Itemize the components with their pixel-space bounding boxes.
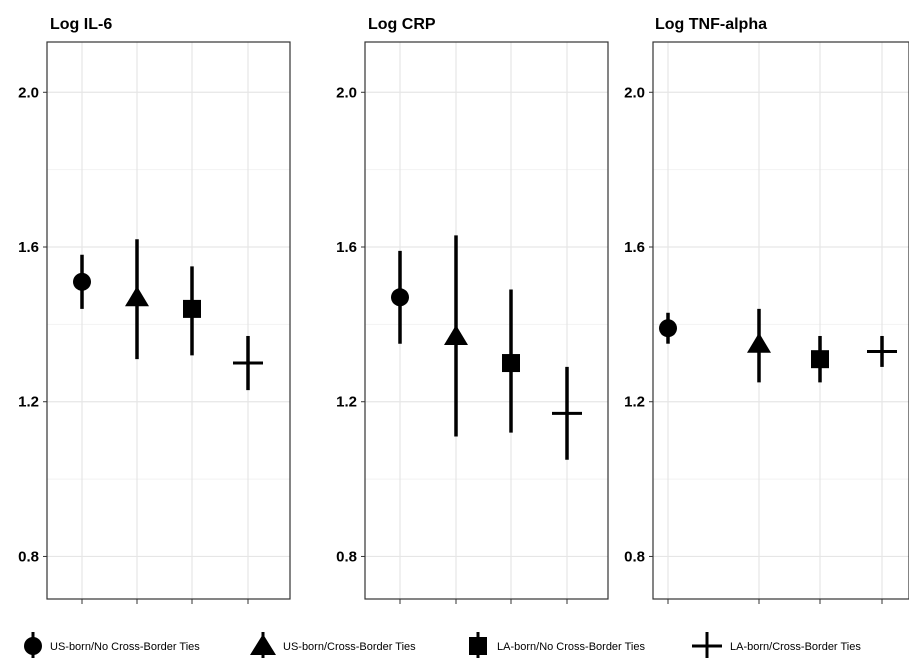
plot-area <box>365 42 608 599</box>
legend-item: LA-born/Cross-Border Ties <box>692 632 861 660</box>
legend-label: LA-born/No Cross-Border Ties <box>497 641 645 653</box>
data-point <box>659 312 677 344</box>
y-tick-label: 0.8 <box>624 548 645 565</box>
data-point <box>502 289 520 433</box>
square-marker <box>811 350 829 369</box>
circle-marker <box>73 272 91 291</box>
y-tick-label: 1.6 <box>18 239 39 256</box>
data-point <box>552 366 582 460</box>
legend-label: US-born/No Cross-Border Ties <box>50 641 200 653</box>
data-point <box>867 335 897 367</box>
y-tick-label: 1.2 <box>624 394 645 411</box>
panel-title: Log TNF-alpha <box>655 16 767 33</box>
y-tick-label: 1.6 <box>336 239 357 256</box>
cross-marker <box>552 398 582 429</box>
data-point <box>444 235 468 437</box>
circle-marker <box>391 288 409 307</box>
y-tick-label: 0.8 <box>18 548 39 565</box>
data-point <box>125 239 149 360</box>
panel-title: Log IL-6 <box>50 16 112 33</box>
data-point <box>233 335 263 391</box>
panel-border <box>364 41 609 600</box>
panel-3: Log TNF-alpha 0.8 1.2 1.6 2.0 <box>624 16 909 604</box>
panel-2: Log CRP 0.8 1.2 1.6 2.0 <box>336 16 609 604</box>
panel-title: Log CRP <box>368 16 436 33</box>
plot-area <box>47 42 290 599</box>
y-tick-label: 2.0 <box>18 84 39 101</box>
data-point <box>391 250 409 344</box>
legend-item: US-born/No Cross-Border Ties <box>24 632 200 660</box>
circle-marker <box>659 319 677 338</box>
panel-border <box>46 41 291 600</box>
y-tick-label: 1.2 <box>18 394 39 411</box>
triangle-marker <box>444 324 468 345</box>
panel-1: Log IL-6 0.8 1.2 1.6 2.0 <box>18 16 291 604</box>
y-tick-label: 1.6 <box>624 239 645 256</box>
legend-label: US-born/Cross-Border Ties <box>283 641 416 653</box>
data-point <box>183 266 201 356</box>
cross-marker <box>233 348 263 379</box>
legend-item: US-born/Cross-Border Ties <box>250 632 416 660</box>
triangle-marker <box>747 332 771 353</box>
legend-label: LA-born/Cross-Border Ties <box>730 641 861 653</box>
panel-border <box>652 41 909 600</box>
y-tick-label: 0.8 <box>336 548 357 565</box>
cross-marker <box>867 336 897 367</box>
data-point <box>73 254 91 309</box>
legend: US-born/No Cross-Border Ties US-born/Cros… <box>24 632 861 660</box>
data-point <box>811 335 829 383</box>
y-tick-label: 2.0 <box>336 84 357 101</box>
y-tick-label: 2.0 <box>624 84 645 101</box>
data-point <box>747 308 771 383</box>
square-marker <box>502 354 520 373</box>
legend-item: LA-born/No Cross-Border Ties <box>469 632 645 660</box>
triangle-marker <box>125 286 149 307</box>
plot-area <box>653 42 909 599</box>
square-marker <box>183 299 201 318</box>
y-tick-label: 1.2 <box>336 394 357 411</box>
